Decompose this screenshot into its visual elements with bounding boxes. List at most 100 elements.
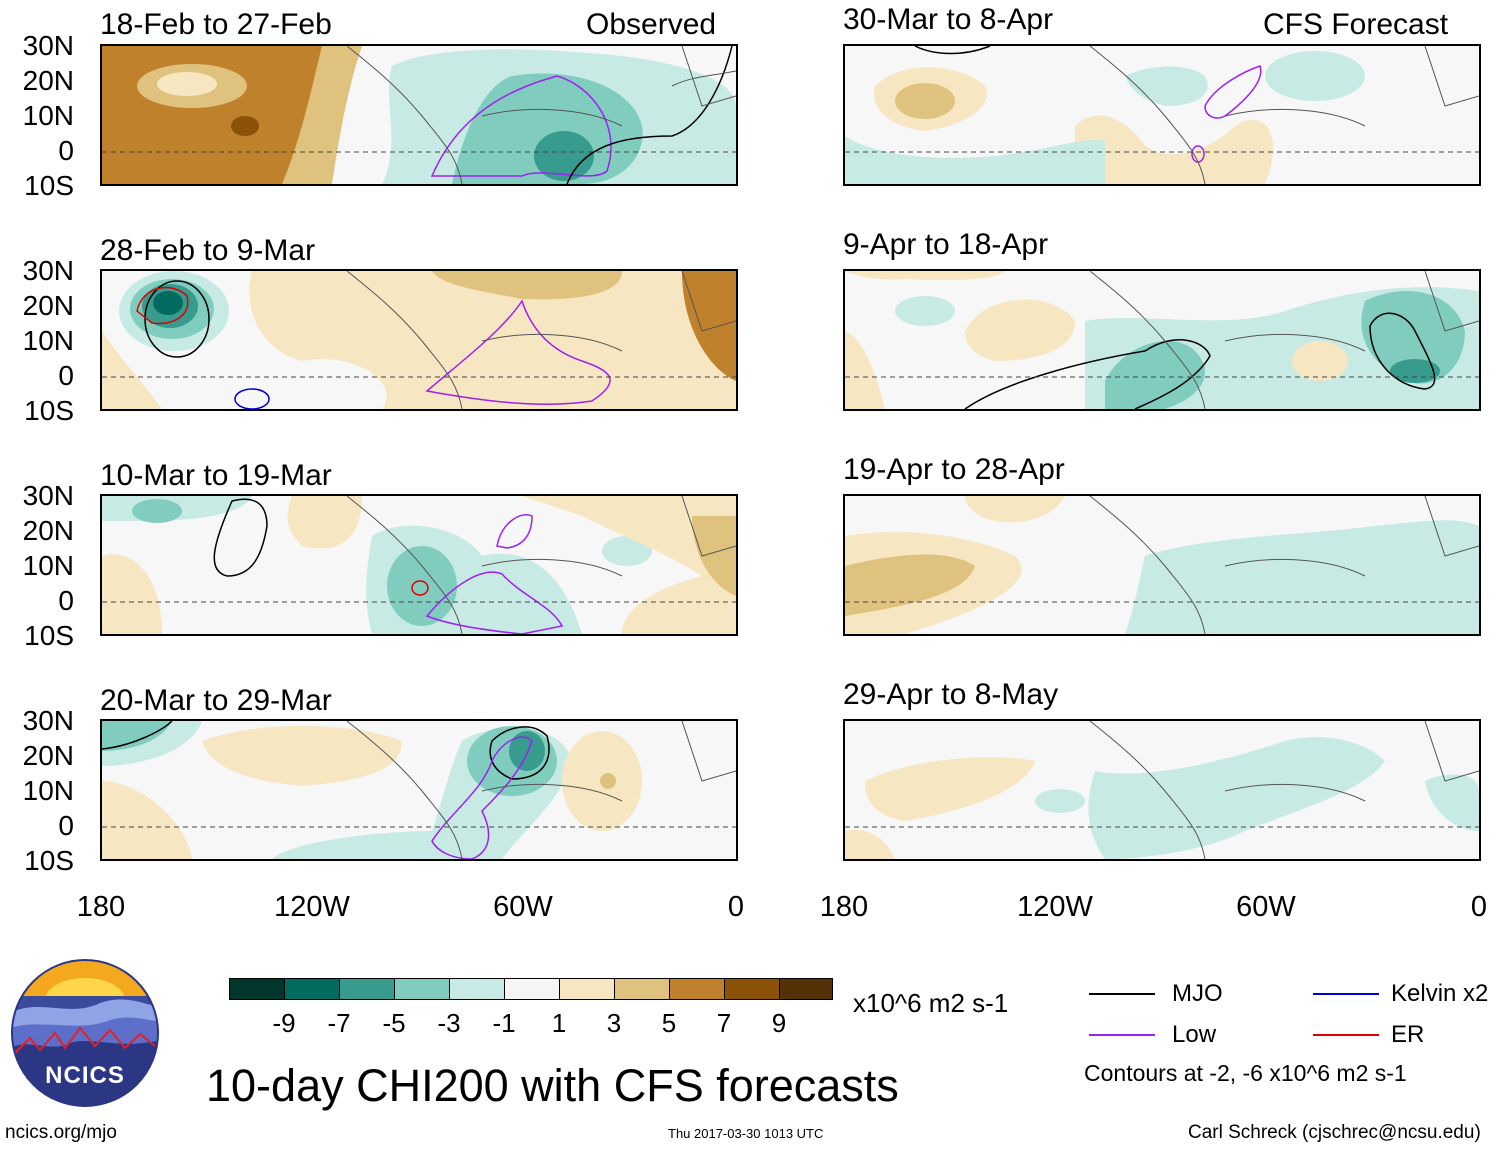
chi-anomaly-negative — [1265, 51, 1365, 101]
map-panel-6 — [843, 269, 1481, 411]
footer-timestamp: Thu 2017-03-30 1013 UTC — [668, 1126, 824, 1141]
map-panel-3 — [100, 494, 738, 636]
y-tick-label: 0 — [58, 810, 74, 841]
er-contour — [411, 580, 429, 596]
x-tick-label: 60W — [493, 891, 553, 923]
legend-line-low — [1089, 1034, 1155, 1036]
chi-anomaly-positive — [865, 757, 1035, 821]
low-contour — [425, 571, 564, 634]
colorbar-label: 5 — [661, 1008, 677, 1038]
x-tick-label: 120W — [274, 891, 350, 923]
y-tick-label: 20N — [22, 290, 74, 321]
chi-anomaly-negative — [1105, 341, 1205, 409]
coastline — [1089, 271, 1479, 409]
colorbar-label: 3 — [606, 1008, 622, 1038]
chi-anomaly-positive — [1075, 115, 1274, 184]
chi-anomaly-positive — [845, 271, 1005, 281]
mjo-contour — [213, 498, 268, 577]
chi-anomaly-negative — [1390, 359, 1440, 383]
colorbar-label: 7 — [716, 1008, 732, 1038]
coastline — [1089, 721, 1479, 859]
chi-anomaly-negative — [102, 721, 172, 751]
chi-anomaly-positive — [692, 516, 736, 596]
forecast-header: CFS Forecast — [1263, 8, 1449, 41]
legend-line-kelvin — [1313, 993, 1379, 995]
panel-title: 19-Apr to 28-Apr — [843, 453, 1065, 486]
ncics-logo: NCICS — [10, 958, 160, 1108]
colorbar-label: -7 — [327, 1008, 351, 1038]
colorbar-swatch — [284, 978, 340, 1000]
y-tick-label: 10S — [24, 845, 74, 876]
colorbar-label: -5 — [382, 1008, 406, 1038]
mjo-contour — [914, 46, 991, 55]
chi-anomaly-negative — [602, 536, 652, 566]
chi-anomaly-positive — [157, 72, 217, 96]
colorbar-swatch — [394, 978, 450, 1000]
x-tick-label: 120W — [1017, 891, 1093, 923]
y-tick-label: 20N — [22, 740, 74, 771]
colorbar-unit: x10^6 m2 s-1 — [853, 988, 1009, 1018]
colorbar-swatch — [504, 978, 560, 1000]
low-contour — [496, 514, 533, 549]
coastline — [1089, 496, 1479, 634]
legend-label-kelvin: Kelvin x2 — [1391, 980, 1489, 1007]
panel-title: 10-Mar to 19-Mar — [100, 459, 332, 492]
y-tick-label: 0 — [58, 360, 74, 391]
coastline — [346, 46, 736, 184]
colorbar-swatch — [229, 978, 285, 1000]
coastline — [346, 271, 736, 409]
chi-anomaly-positive — [965, 496, 1065, 523]
y-tick-label: 0 — [58, 585, 74, 616]
panel-title: 20-Mar to 29-Mar — [100, 684, 332, 717]
chi-anomaly-negative — [1088, 737, 1385, 859]
colorbar-swatch — [614, 978, 670, 1000]
y-tick-label: 30N — [22, 255, 74, 286]
coastline — [346, 496, 736, 634]
chi-anomaly-positive — [845, 331, 885, 409]
colorbar-swatch — [449, 978, 505, 1000]
colorbar-label: -9 — [272, 1008, 296, 1038]
map-panel-5 — [843, 44, 1481, 186]
legend-label-mjo: MJO — [1172, 980, 1223, 1007]
chi-anomaly-positive — [600, 773, 616, 789]
coastline — [1089, 46, 1479, 184]
footer-credit: Carl Schreck (cjschrec@ncsu.edu) — [1188, 1122, 1481, 1143]
chi-anomaly-negative — [509, 731, 545, 771]
mjo-contour — [489, 726, 550, 780]
map-panel-2 — [100, 269, 738, 411]
y-tick-label: 30N — [22, 705, 74, 736]
chi-anomaly-negative — [153, 291, 183, 315]
colorbar-swatch — [724, 978, 780, 1000]
map-panel-4 — [100, 719, 738, 861]
low-contour — [430, 75, 612, 177]
chi-anomaly-positive — [522, 496, 736, 634]
x-tick-label: 0 — [1470, 891, 1488, 923]
panel-title: 30-Mar to 8-Apr — [843, 3, 1054, 36]
chi-anomaly-negative — [132, 499, 182, 523]
y-tick-label: 0 — [58, 135, 74, 166]
colorbar-label: -1 — [492, 1008, 516, 1038]
kelvin-contour — [234, 388, 270, 409]
map-panel-1 — [100, 44, 738, 186]
chi-anomaly-positive — [965, 299, 1075, 361]
er-contour — [136, 286, 189, 325]
y-tick-label: 10N — [22, 775, 74, 806]
panel-title: 29-Apr to 8-May — [843, 678, 1059, 711]
chi-anomaly-negative — [1125, 520, 1479, 634]
y-tick-label: 10N — [22, 550, 74, 581]
chi-anomaly-negative — [534, 131, 594, 181]
chi-anomaly-positive — [102, 554, 162, 634]
chi-anomaly-positive — [895, 83, 955, 119]
x-tick-label: 0 — [727, 891, 745, 923]
legend-line-er — [1313, 1034, 1379, 1036]
y-tick-label: 10N — [22, 325, 74, 356]
colorbar-swatch — [339, 978, 395, 1000]
y-tick-label: 10N — [22, 100, 74, 131]
low-contour — [425, 299, 611, 405]
chi-anomaly-negative — [1125, 66, 1208, 106]
ncics-logo-text: NCICS — [45, 1062, 125, 1089]
mjo-contour — [566, 46, 733, 184]
chi-anomaly-positive — [287, 496, 362, 549]
chi-anomaly-negative — [895, 296, 955, 326]
colorbar-swatch — [669, 978, 725, 1000]
